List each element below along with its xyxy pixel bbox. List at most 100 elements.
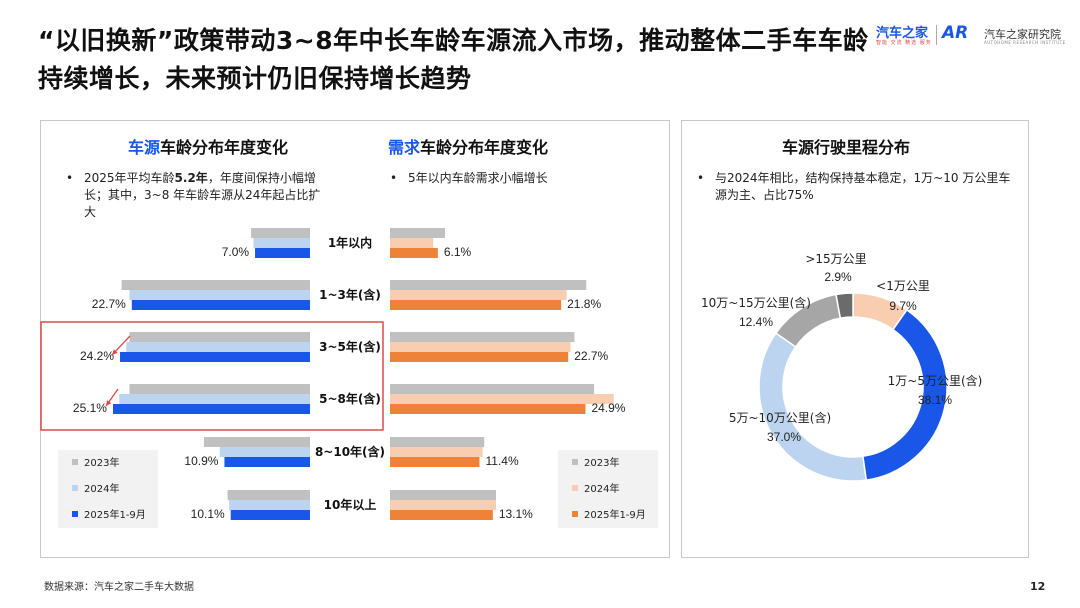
bullet-icon: • bbox=[390, 171, 398, 185]
research-institute-name-en: AUTOHOME RESEARCH INSTITUTE bbox=[984, 40, 1066, 45]
demand-chart-title: 需求车龄分布年度变化 bbox=[388, 138, 549, 157]
demand-bar-10年以上-2024年 bbox=[390, 500, 496, 510]
supply-note: • 2025年平均车龄5.2年，年度间保持小幅增长；其中，3~8 年车龄车源从2… bbox=[66, 171, 321, 219]
donut-slice-label: 10万~15万公里(含) bbox=[701, 295, 811, 310]
donut-slice-value: 37.0% bbox=[767, 430, 801, 444]
demand-bar-1年以内-2025年1-9月 bbox=[390, 248, 438, 258]
demand-bar-1年以内-2023年 bbox=[390, 228, 445, 238]
demand-bar-10年以上-2023年 bbox=[390, 490, 496, 500]
demand-bar-5-8年-含-2024年 bbox=[390, 394, 614, 404]
supply-legend-label: 2024年 bbox=[84, 482, 119, 495]
demand-bar-3-5年-含-2024年 bbox=[390, 342, 571, 352]
supply-bar-1-3年-含-2023年 bbox=[121, 280, 310, 290]
category-label: 8~10年(含) bbox=[315, 444, 385, 459]
supply-data-label: 25.1% bbox=[73, 401, 107, 415]
donut-slice-5万-10万公里-含 bbox=[758, 332, 868, 482]
supply-bar-1-3年-含-2024年 bbox=[129, 290, 310, 300]
supply-data-label: 24.2% bbox=[80, 349, 114, 363]
demand-data-label: 11.4% bbox=[485, 454, 518, 468]
donut-slice-15万公里 bbox=[835, 292, 854, 320]
supply-chart-title: 车源车龄分布年度变化 bbox=[128, 138, 289, 157]
supply-bar-8-10年-含-2023年 bbox=[204, 437, 310, 447]
category-label: 1年以内 bbox=[328, 235, 372, 250]
donut-slice-value: 38.1% bbox=[918, 393, 952, 407]
bullet-icon: • bbox=[697, 171, 705, 185]
page-title: “以旧换新”政策带动3~8年中长车龄车源流入市场，推动整体二手车车龄持续增长，未… bbox=[38, 26, 869, 93]
supply-bar-3-5年-含-2025年1-9月 bbox=[120, 352, 310, 362]
supply-bar-3-5年-含-2024年 bbox=[126, 342, 310, 352]
demand-bar-8-10年-含-2025年1-9月 bbox=[390, 457, 480, 467]
bullet-icon: • bbox=[66, 171, 74, 185]
supply-bar-10年以上-2025年1-9月 bbox=[230, 510, 310, 520]
demand-data-label: 24.9% bbox=[591, 401, 625, 415]
demand-data-label: 6.1% bbox=[444, 245, 472, 259]
demand-data-label: 22.7% bbox=[574, 349, 608, 363]
demand-data-label: 21.8% bbox=[567, 297, 601, 311]
supply-bar-10年以上-2024年 bbox=[229, 500, 310, 510]
supply-bar-1年以内-2023年 bbox=[251, 228, 310, 238]
supply-bar-1年以内-2025年1-9月 bbox=[255, 248, 310, 258]
data-source: 数据来源：汽车之家二手车大数据 bbox=[44, 582, 194, 593]
supply-legend-swatch bbox=[72, 459, 78, 465]
red-arrow-head-icon bbox=[112, 349, 118, 355]
supply-legend-label: 2025年1-9月 bbox=[84, 508, 146, 521]
supply-bar-10年以上-2023年 bbox=[227, 490, 310, 500]
category-label: 5~8年(含) bbox=[319, 391, 381, 406]
demand-bar-1-3年-含-2024年 bbox=[390, 290, 567, 300]
supply-data-label: 7.0% bbox=[222, 245, 250, 259]
highlight-box bbox=[40, 321, 384, 431]
supply-bar-8-10年-含-2024年 bbox=[219, 447, 310, 457]
category-label: 3~5年(含) bbox=[319, 339, 381, 354]
supply-bar-8-10年-含-2025年1-9月 bbox=[224, 457, 310, 467]
logo-divider bbox=[936, 25, 937, 45]
demand-bar-3-5年-含-2025年1-9月 bbox=[390, 352, 569, 362]
demand-bar-5-8年-含-2023年 bbox=[390, 384, 595, 394]
donut-slice-label: <1万公里 bbox=[876, 279, 930, 293]
demand-bar-1-3年-含-2025年1-9月 bbox=[390, 300, 562, 310]
supply-legend-swatch bbox=[72, 511, 78, 517]
demand-bar-8-10年-含-2024年 bbox=[390, 447, 483, 457]
research-institute-name: 汽车之家研究院 bbox=[984, 28, 1061, 41]
category-label: 1~3年(含) bbox=[319, 287, 381, 302]
donut-slice-label: >15万公里 bbox=[805, 252, 866, 266]
donut-slice-value: 9.7% bbox=[889, 299, 917, 313]
supply-bar-5-8年-含-2023年 bbox=[129, 384, 310, 394]
page-number: 12 bbox=[1030, 580, 1046, 593]
supply-bar-5-8年-含-2025年1-9月 bbox=[112, 404, 310, 414]
mileage-chart-title: 车源行驶里程分布 bbox=[782, 138, 911, 157]
supply-data-label: 10.9% bbox=[184, 454, 218, 468]
demand-legend-swatch bbox=[572, 511, 578, 517]
demand-legend-label: 2023年 bbox=[584, 456, 619, 469]
supply-legend-label: 2023年 bbox=[84, 456, 119, 469]
mileage-note: • 与2024年相比，结构保持基本稳定，1万~10 万公里车源为主、占比75% bbox=[697, 171, 1011, 202]
demand-bar-3-5年-含-2023年 bbox=[390, 332, 575, 342]
supply-data-label: 10.1% bbox=[191, 507, 225, 521]
demand-legend-swatch bbox=[572, 459, 578, 465]
demand-bar-1-3年-含-2023年 bbox=[390, 280, 587, 290]
supply-bar-1-3年-含-2025年1-9月 bbox=[131, 300, 310, 310]
logo-area: 汽车之家 智能 交流 精选 服务 AR 汽车之家研究院 AUTOHOME RES… bbox=[876, 22, 1076, 50]
demand-bar-8-10年-含-2023年 bbox=[390, 437, 485, 447]
donut-slice-label: 1万~5万公里(含) bbox=[888, 373, 983, 388]
demand-note: • 5年以内车龄需求小幅增长 bbox=[390, 171, 548, 185]
mileage-distribution-panel bbox=[681, 120, 1029, 558]
demand-legend-label: 2024年 bbox=[584, 482, 619, 495]
demand-bar-1年以内-2024年 bbox=[390, 238, 434, 248]
donut-slice-value: 12.4% bbox=[739, 315, 773, 329]
supply-bar-3-5年-含-2023年 bbox=[129, 332, 310, 342]
demand-legend-label: 2025年1-9月 bbox=[584, 508, 646, 521]
supply-legend-swatch bbox=[72, 485, 78, 491]
demand-bar-5-8年-含-2025年1-9月 bbox=[390, 404, 586, 414]
autohome-logo: 汽车之家 bbox=[876, 26, 929, 41]
red-arrow-head-icon bbox=[106, 400, 112, 406]
donut-slice-value: 2.9% bbox=[824, 270, 852, 284]
supply-bar-1年以内-2024年 bbox=[253, 238, 310, 248]
demand-legend-swatch bbox=[572, 485, 578, 491]
demand-bar-10年以上-2025年1-9月 bbox=[390, 510, 493, 520]
supply-data-label: 22.7% bbox=[92, 297, 126, 311]
donut-slice-label: 5万~10万公里(含) bbox=[729, 410, 831, 425]
demand-data-label: 13.1% bbox=[499, 507, 533, 521]
research-logo-icon: AR bbox=[942, 23, 969, 43]
